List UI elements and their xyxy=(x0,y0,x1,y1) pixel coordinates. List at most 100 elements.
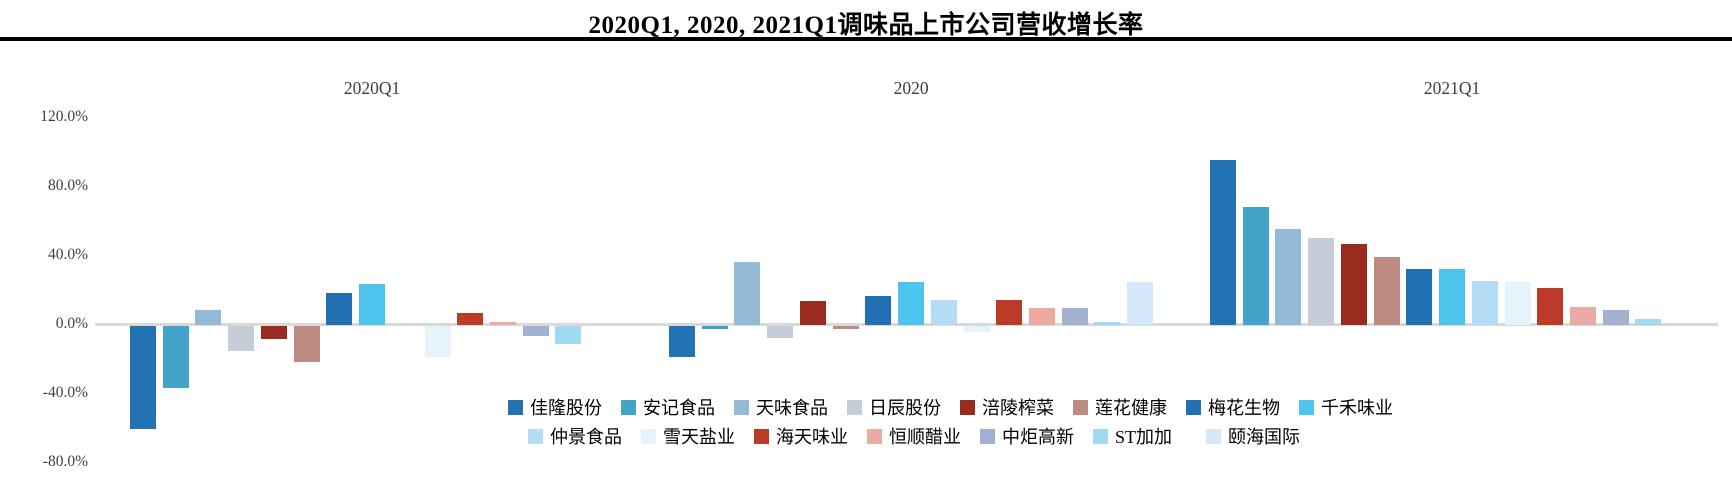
bar-天味食品-2021Q1 xyxy=(1275,228,1302,326)
y-axis-tick-label: 80.0% xyxy=(47,177,88,195)
legend-item-中炬高新: 中炬高新 xyxy=(980,423,1093,449)
legend-label: 日辰股份 xyxy=(869,398,941,418)
bar-仲景食品-2020 xyxy=(930,299,957,326)
bar-海天味业-2021Q1 xyxy=(1537,287,1564,326)
legend-item-涪陵榨菜: 涪陵榨菜 xyxy=(960,394,1073,420)
bar-中炬高新-2020 xyxy=(1061,308,1088,326)
bar-梅花生物-2020 xyxy=(865,296,892,326)
bar-ST加加-2021Q1 xyxy=(1635,318,1662,326)
legend-item-颐海国际: 颐海国际 xyxy=(1206,423,1319,449)
legend-swatch-icon xyxy=(960,399,975,415)
bar-佳隆股份-2020Q1 xyxy=(130,325,156,429)
legend-label: 中炬高新 xyxy=(1002,427,1074,447)
legend-label: 天味食品 xyxy=(756,398,828,418)
bar-日辰股份-2021Q1 xyxy=(1308,237,1335,326)
group-label-2020: 2020 xyxy=(893,78,929,98)
bar-ST加加-2020 xyxy=(1094,322,1121,326)
legend-label: ST加加 xyxy=(1115,427,1173,447)
bar-梅花生物-2021Q1 xyxy=(1406,268,1433,326)
title-underline xyxy=(0,37,1732,41)
bar-中炬高新-2021Q1 xyxy=(1602,309,1629,326)
legend-label: 恒顺醋业 xyxy=(889,427,961,447)
legend-swatch-icon xyxy=(508,399,523,415)
bar-恒顺醋业-2020 xyxy=(1029,308,1056,326)
legend-swatch-icon xyxy=(621,399,636,415)
bar-海天味业-2020 xyxy=(996,299,1023,326)
legend-label: 千禾味业 xyxy=(1321,398,1393,418)
legend-swatch-icon xyxy=(980,428,995,444)
bar-天味食品-2020Q1 xyxy=(195,309,222,326)
group-label-2021q1: 2021Q1 xyxy=(1423,78,1481,98)
legend-label: 涪陵榨菜 xyxy=(982,398,1054,418)
bar-雪天盐业-2021Q1 xyxy=(1504,282,1531,326)
y-axis-tick-label: -40.0% xyxy=(42,383,88,401)
legend-label: 仲景食品 xyxy=(550,427,622,447)
bar-千禾味业-2020 xyxy=(898,282,925,326)
bar-安记食品-2020 xyxy=(701,325,728,329)
legend-item-日辰股份: 日辰股份 xyxy=(847,394,960,420)
bar-天味食品-2020 xyxy=(734,261,761,326)
legend-item-佳隆股份: 佳隆股份 xyxy=(508,394,621,420)
bar-涪陵榨菜-2021Q1 xyxy=(1340,244,1367,326)
bar-安记食品-2021Q1 xyxy=(1242,206,1269,326)
bar-雪天盐业-2020 xyxy=(963,325,990,333)
legend-swatch-icon xyxy=(1299,399,1314,415)
legend-swatch-icon xyxy=(847,399,862,415)
legend-item-雪天盐业: 雪天盐业 xyxy=(641,423,754,449)
legend-swatch-icon xyxy=(1073,399,1088,415)
legend-label: 梅花生物 xyxy=(1208,398,1280,418)
bar-佳隆股份-2020 xyxy=(669,325,695,357)
bar-恒顺醋业-2021Q1 xyxy=(1570,306,1597,326)
bar-千禾味业-2020Q1 xyxy=(359,284,386,326)
bar-仲景食品-2021Q1 xyxy=(1471,280,1498,326)
legend-label: 海天味业 xyxy=(776,427,848,447)
group-label-2020q1: 2020Q1 xyxy=(343,78,401,98)
bar-海天味业-2020Q1 xyxy=(457,313,484,326)
bar-涪陵榨菜-2020 xyxy=(799,301,826,326)
legend-label: 安记食品 xyxy=(643,398,715,418)
legend-item-海天味业: 海天味业 xyxy=(754,423,867,449)
bar-颐海国际-2020 xyxy=(1127,282,1154,326)
bar-日辰股份-2020Q1 xyxy=(228,325,255,352)
y-axis-tick-label: 40.0% xyxy=(47,246,88,264)
chart-title: 2020Q1, 2020, 2021Q1调味品上市公司营收增长率 xyxy=(588,12,1144,39)
legend-item-安记食品: 安记食品 xyxy=(621,394,734,420)
bar-梅花生物-2020Q1 xyxy=(326,292,353,326)
legend-swatch-icon xyxy=(734,399,749,415)
legend-item-莲花健康: 莲花健康 xyxy=(1073,394,1186,420)
legend-label: 雪天盐业 xyxy=(663,427,735,447)
legend-swatch-icon xyxy=(528,428,543,444)
bar-中炬高新-2020Q1 xyxy=(522,325,549,336)
bar-千禾味业-2021Q1 xyxy=(1439,268,1466,326)
legend-item-天味食品: 天味食品 xyxy=(734,394,847,420)
legend-item-ST加加: ST加加 xyxy=(1093,423,1206,449)
bar-ST加加-2020Q1 xyxy=(555,325,582,345)
bar-安记食品-2020Q1 xyxy=(162,325,189,388)
legend-swatch-icon xyxy=(1186,399,1201,415)
legend-item-梅花生物: 梅花生物 xyxy=(1186,394,1299,420)
legend-swatch-icon xyxy=(1093,428,1108,444)
bar-莲花健康-2021Q1 xyxy=(1373,256,1400,326)
legend-row-2: 仲景食品 雪天盐业 海天味业 恒顺醋业 中炬高新 ST加加 颐海国际 xyxy=(528,423,1319,449)
legend-swatch-icon xyxy=(754,428,769,444)
bar-佳隆股份-2021Q1 xyxy=(1210,160,1236,326)
y-axis-tick-label: -80.0% xyxy=(42,452,88,470)
bar-莲花健康-2020Q1 xyxy=(293,325,320,362)
bar-莲花健康-2020 xyxy=(832,325,859,329)
legend-label: 莲花健康 xyxy=(1095,398,1167,418)
legend-label: 颐海国际 xyxy=(1228,427,1300,447)
legend-row-1: 佳隆股份 安记食品 天味食品 日辰股份 涪陵榨菜 莲花健康 梅花生物 千禾味业 xyxy=(508,394,1412,420)
legend-swatch-icon xyxy=(867,428,882,444)
bar-恒顺醋业-2020Q1 xyxy=(490,322,517,326)
legend-swatch-icon xyxy=(641,428,656,444)
legend-item-千禾味业: 千禾味业 xyxy=(1299,394,1412,420)
bar-涪陵榨菜-2020Q1 xyxy=(260,325,287,340)
y-axis-tick-label: 120.0% xyxy=(40,108,88,126)
bar-雪天盐业-2020Q1 xyxy=(424,325,451,357)
bar-日辰股份-2020 xyxy=(767,325,794,338)
legend-item-仲景食品: 仲景食品 xyxy=(528,423,641,449)
y-axis-tick-label: 0.0% xyxy=(55,315,88,332)
legend-swatch-icon xyxy=(1206,428,1221,444)
legend-item-恒顺醋业: 恒顺醋业 xyxy=(867,423,980,449)
